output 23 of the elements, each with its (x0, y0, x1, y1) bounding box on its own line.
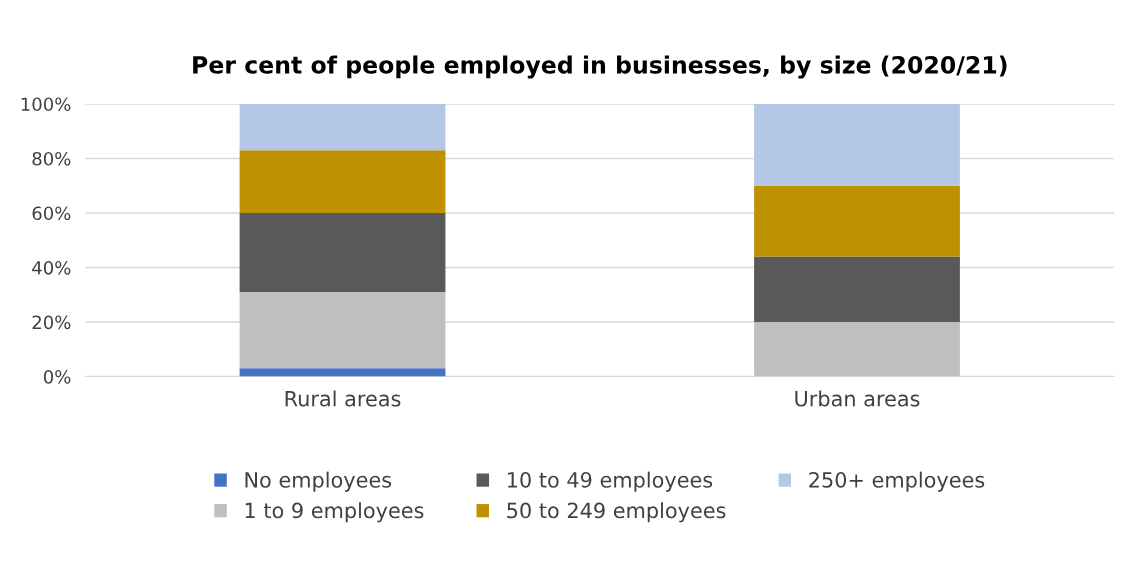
y-tick-label: 100% (21, 97, 71, 112)
x-tick-label: Urban areas (795, 390, 920, 407)
bar (239, 292, 446, 369)
y-tick-label: 60% (32, 206, 71, 221)
bar (754, 103, 960, 186)
legend-label: 10 to 49 employees (507, 471, 713, 492)
bar (239, 213, 446, 293)
y-tick-label: 80% (32, 151, 71, 166)
bar (239, 368, 446, 377)
chart-title: Per cent of people employed in businesses, by size (2020/21) (193, 55, 1007, 79)
y-tick-label: 20% (32, 315, 71, 330)
bar (754, 256, 960, 323)
x-tick-label: Rural areas (285, 390, 401, 407)
legend-label: 1 to 9 employees (245, 502, 424, 523)
bar (754, 185, 960, 257)
bar (754, 322, 960, 377)
bar (239, 150, 446, 213)
legend-label: 250+ employees (809, 471, 985, 492)
y-tick-label: 40% (32, 260, 71, 275)
legend-label: 50 to 249 employees (507, 502, 726, 523)
legend-label: No employees (245, 471, 392, 492)
bar (239, 103, 446, 151)
y-tick-label: 0% (43, 370, 71, 384)
